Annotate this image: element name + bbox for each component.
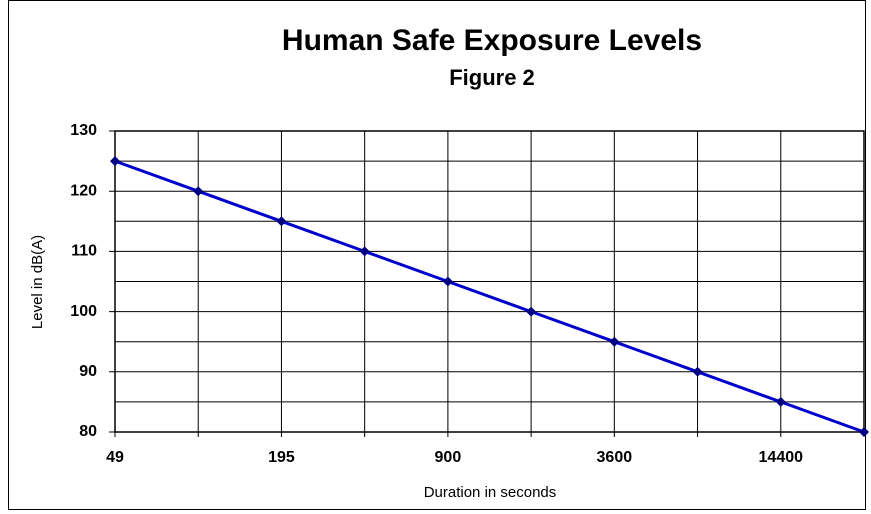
y-tick-label: 120 — [70, 182, 97, 199]
data-point — [442, 276, 453, 287]
data-point — [110, 156, 120, 167]
y-tick-label: 80 — [79, 423, 97, 440]
data-point — [359, 246, 370, 257]
data-point — [692, 366, 703, 377]
x-axis-label: Duration in seconds — [424, 484, 557, 501]
x-tick-label: 14400 — [759, 449, 804, 466]
y-tick-label: 90 — [79, 363, 97, 380]
data-point — [193, 186, 204, 197]
y-axis-label: Level in dB(A) — [29, 235, 46, 329]
x-tick-label: 900 — [435, 449, 462, 466]
x-tick-label: 3600 — [597, 449, 633, 466]
data-point — [859, 427, 869, 437]
chart-title: Human Safe Exposure Levels — [282, 24, 702, 57]
plot-border — [114, 130, 865, 433]
y-tick-label: 130 — [70, 122, 97, 139]
chart-subtitle: Figure 2 — [449, 65, 535, 90]
data-point — [775, 396, 786, 407]
data-point — [276, 216, 287, 227]
y-tick-label: 110 — [71, 243, 97, 260]
data-line — [114, 159, 865, 434]
data-point — [609, 336, 620, 347]
x-tick-label: 49 — [106, 449, 124, 466]
y-tick-label: 100 — [70, 303, 97, 320]
data-point — [526, 306, 537, 317]
x-tick-label: 195 — [268, 449, 295, 466]
